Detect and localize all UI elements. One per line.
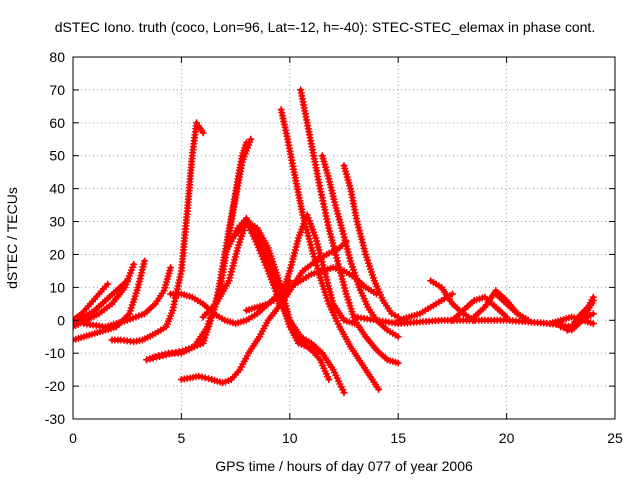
data-point: [589, 293, 597, 301]
y-tick-label: 40: [49, 181, 65, 197]
data-point: [199, 129, 207, 137]
x-axis-label: GPS time / hours of day 077 of year 2006: [215, 458, 473, 474]
axes: 0 5 10 15 20 25 -30 -20 -10 0 10 20 30 40 50 60 70 80: [45, 49, 623, 446]
data-point: [130, 260, 138, 268]
data-point: [156, 352, 164, 360]
data-point: [375, 385, 383, 393]
x-tick-label: 25: [607, 430, 623, 446]
data-point: [587, 300, 595, 308]
y-tick-label: 0: [57, 312, 65, 328]
plot-frame: [72, 56, 616, 420]
data-point: [351, 320, 359, 328]
data-point: [175, 348, 183, 356]
y-tick-label: 30: [49, 214, 65, 230]
data-point: [242, 139, 250, 147]
y-tick-label: -20: [45, 378, 65, 394]
x-tick-label: 15: [390, 430, 406, 446]
y-tick-label: 20: [49, 246, 65, 262]
data-point: [589, 310, 597, 318]
y-tick-label: 10: [49, 279, 65, 295]
y-tick-label: 50: [49, 148, 65, 164]
data-point: [169, 349, 177, 357]
data-series-8: [144, 140, 249, 362]
y-tick-label: -10: [45, 345, 65, 361]
data-point: [152, 353, 160, 361]
data-point: [165, 350, 173, 358]
chart-title: dSTEC Iono. truth (coco, Lon=96, Lat=-12…: [55, 19, 595, 35]
data-point: [205, 375, 212, 383]
data-point: [340, 389, 348, 397]
data-point: [104, 280, 112, 288]
data-point: [167, 264, 175, 272]
x-tick-label: 20: [499, 430, 515, 446]
x-tick-label: 5: [178, 430, 186, 446]
data-area: [73, 86, 597, 397]
y-axis-label: dSTEC / TECUs: [4, 187, 20, 289]
data-point: [143, 356, 151, 364]
data-point: [172, 348, 180, 356]
data-point: [146, 355, 154, 363]
data-point: [149, 354, 157, 362]
x-tick-label: 0: [69, 430, 77, 446]
y-tick-label: -30: [45, 411, 65, 427]
x-tick-label: 10: [282, 430, 298, 446]
data-point: [247, 135, 255, 143]
y-tick-label: 80: [49, 49, 65, 65]
data-point: [201, 374, 209, 382]
data-point: [195, 372, 203, 380]
y-tick-label: 60: [49, 115, 65, 131]
data-point: [503, 313, 511, 321]
y-tick-label: 70: [49, 82, 65, 98]
data-point: [394, 333, 402, 341]
data-point: [524, 316, 532, 324]
data-point: [198, 373, 206, 381]
data-point: [314, 349, 322, 357]
data-point: [589, 320, 597, 328]
data-point: [162, 351, 170, 359]
data-point: [141, 257, 149, 265]
data-point: [178, 347, 186, 355]
data-point: [325, 376, 333, 384]
data-point: [159, 352, 167, 360]
data-point: [448, 290, 456, 298]
data-point: [394, 359, 402, 367]
